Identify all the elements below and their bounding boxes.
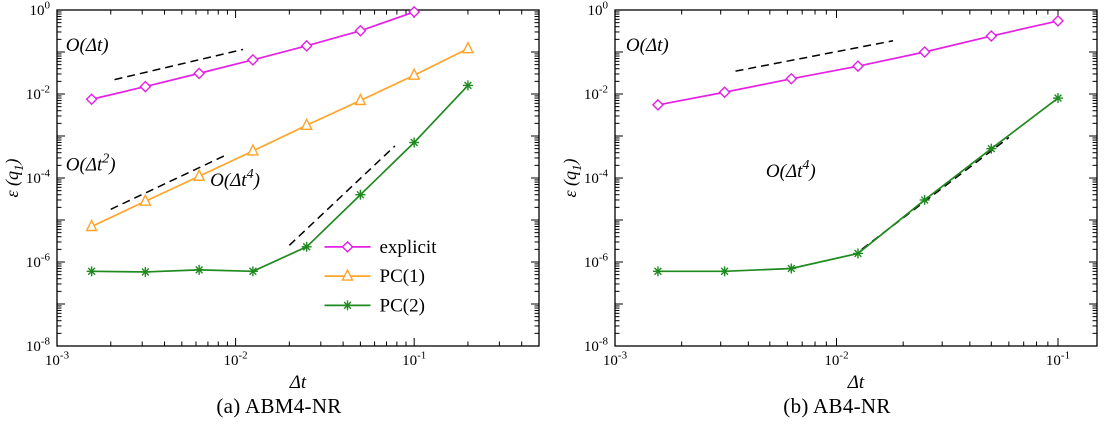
star-marker bbox=[720, 267, 729, 276]
legend-label: PC(2) bbox=[380, 295, 425, 316]
triangle-marker bbox=[341, 268, 354, 281]
diamond-marker bbox=[651, 98, 664, 111]
series-explicit bbox=[651, 14, 1064, 111]
star-marker bbox=[854, 249, 862, 258]
plot-box bbox=[56, 9, 540, 347]
chart-b-plot: 10-3 10-2 10-1 10-8 10-6 10-4 10-2 100 Δt ε (q1) O… bbox=[561, 0, 1098, 393]
triangle-marker bbox=[408, 67, 421, 80]
series-line bbox=[657, 97, 1059, 273]
series-pc-2- bbox=[652, 93, 1063, 277]
series-pc-2- bbox=[86, 80, 473, 277]
slope-annotation: O(Δt) bbox=[626, 35, 894, 72]
diamond-marker bbox=[718, 86, 731, 99]
slope-label: O(Δt) bbox=[626, 35, 669, 56]
y-tick-label: 100 bbox=[30, 0, 51, 19]
chart-panel-a: 10-3 10-2 10-1 10-8 10-6 10-4 10-2 100 Δt ε (q1) O… bbox=[3, 0, 540, 418]
diamond-marker bbox=[408, 5, 421, 18]
triangle-marker bbox=[246, 143, 260, 156]
diamond-marker bbox=[918, 46, 931, 58]
star-marker bbox=[248, 267, 257, 276]
triangle-marker bbox=[85, 218, 98, 232]
series-line bbox=[91, 84, 469, 273]
caption-b: (b) AB4-NR bbox=[783, 394, 891, 418]
x-axis-label: Δt bbox=[847, 372, 865, 393]
triangle-marker bbox=[461, 41, 475, 54]
y-tick-label: 10-2 bbox=[26, 84, 50, 103]
x-tick-label: 10-1 bbox=[402, 350, 426, 369]
slope-label: O(Δt) bbox=[66, 35, 109, 56]
star-marker bbox=[195, 265, 204, 274]
y-axis-label: ε (q1) bbox=[561, 158, 584, 197]
series-explicit bbox=[85, 5, 421, 106]
axes: 10-3 10-2 10-1 10-8 10-6 10-4 10-2 100 bbox=[26, 0, 540, 369]
diamond-marker bbox=[341, 240, 354, 253]
y-axis-label: ε (q1) bbox=[3, 158, 26, 197]
y-tick-label: 10-4 bbox=[26, 168, 51, 187]
star-marker bbox=[787, 264, 796, 273]
slope-annotation: O(Δt) bbox=[66, 35, 244, 81]
star-marker bbox=[920, 196, 929, 204]
star-marker bbox=[302, 242, 311, 251]
legend-label: explicit bbox=[380, 237, 438, 258]
triangle-marker bbox=[354, 92, 367, 106]
triangle-marker bbox=[193, 168, 206, 181]
diamond-marker bbox=[785, 72, 798, 85]
star-marker bbox=[1054, 94, 1062, 102]
diamond-marker bbox=[985, 30, 998, 43]
chart-panel-b: 10-3 10-2 10-1 10-8 10-6 10-4 10-2 100 Δt ε (q1) O… bbox=[558, 0, 1116, 429]
slope-label: O(Δt4) bbox=[766, 158, 816, 182]
series-pc-1- bbox=[85, 41, 475, 232]
y-tick-label: 10-2 bbox=[584, 84, 608, 103]
slope-guide-line bbox=[288, 145, 396, 246]
star-marker bbox=[987, 144, 996, 153]
slope-annotation: O(Δt2) bbox=[66, 152, 228, 210]
y-tick-label: 10-8 bbox=[26, 336, 51, 355]
caption-a: (a) ABM4-NR bbox=[216, 394, 342, 418]
legend-label: PC(1) bbox=[380, 266, 425, 287]
diamond-marker bbox=[1052, 14, 1064, 27]
y-tick-label: 10-6 bbox=[584, 252, 609, 271]
slope-guide-line bbox=[110, 153, 228, 210]
slope-annotation: O(Δt4) bbox=[210, 145, 396, 246]
slope-guide-line bbox=[114, 48, 244, 81]
star-marker bbox=[410, 138, 419, 147]
y-tick-label: 10-8 bbox=[584, 336, 609, 355]
plot-box bbox=[614, 9, 1098, 347]
x-tick-label: 10-2 bbox=[224, 350, 248, 369]
x-tick-label: 10-1 bbox=[1046, 350, 1070, 369]
star-marker bbox=[343, 301, 352, 310]
x-tick-label: 10-3 bbox=[603, 350, 628, 369]
x-tick-label: 10-2 bbox=[824, 350, 848, 369]
series-line bbox=[91, 47, 469, 228]
chart-a-plot: 10-3 10-2 10-1 10-8 10-6 10-4 10-2 100 Δt ε (q1) O… bbox=[3, 0, 540, 393]
diamond-marker bbox=[246, 53, 259, 66]
diamond-marker bbox=[193, 67, 206, 80]
diamond-marker bbox=[85, 93, 98, 106]
star-marker bbox=[464, 81, 472, 90]
triangle-marker bbox=[139, 193, 152, 206]
star-marker bbox=[356, 190, 365, 199]
legend: explicit PC(1) PC(2) bbox=[324, 237, 438, 316]
slope-guide-line bbox=[735, 40, 894, 72]
diamond-marker bbox=[139, 80, 152, 93]
y-tick-label: 10-4 bbox=[584, 168, 609, 187]
diamond-marker bbox=[354, 24, 367, 37]
star-marker bbox=[87, 267, 96, 276]
triangle-marker bbox=[300, 117, 313, 130]
diamond-marker bbox=[300, 39, 313, 52]
slope-label: O(Δt2) bbox=[66, 152, 116, 176]
y-tick-label: 10-6 bbox=[26, 252, 51, 271]
axes: 10-3 10-2 10-1 10-8 10-6 10-4 10-2 100 bbox=[584, 0, 1098, 369]
star-marker bbox=[654, 267, 662, 276]
slope-annotation: O(Δt4) bbox=[766, 136, 1010, 250]
slope-label: O(Δt4) bbox=[210, 167, 260, 191]
star-marker bbox=[141, 268, 150, 276]
diamond-marker bbox=[851, 60, 864, 73]
x-axis-label: Δt bbox=[289, 372, 307, 393]
y-tick-label: 100 bbox=[588, 0, 609, 19]
x-tick-label: 10-3 bbox=[45, 350, 70, 369]
